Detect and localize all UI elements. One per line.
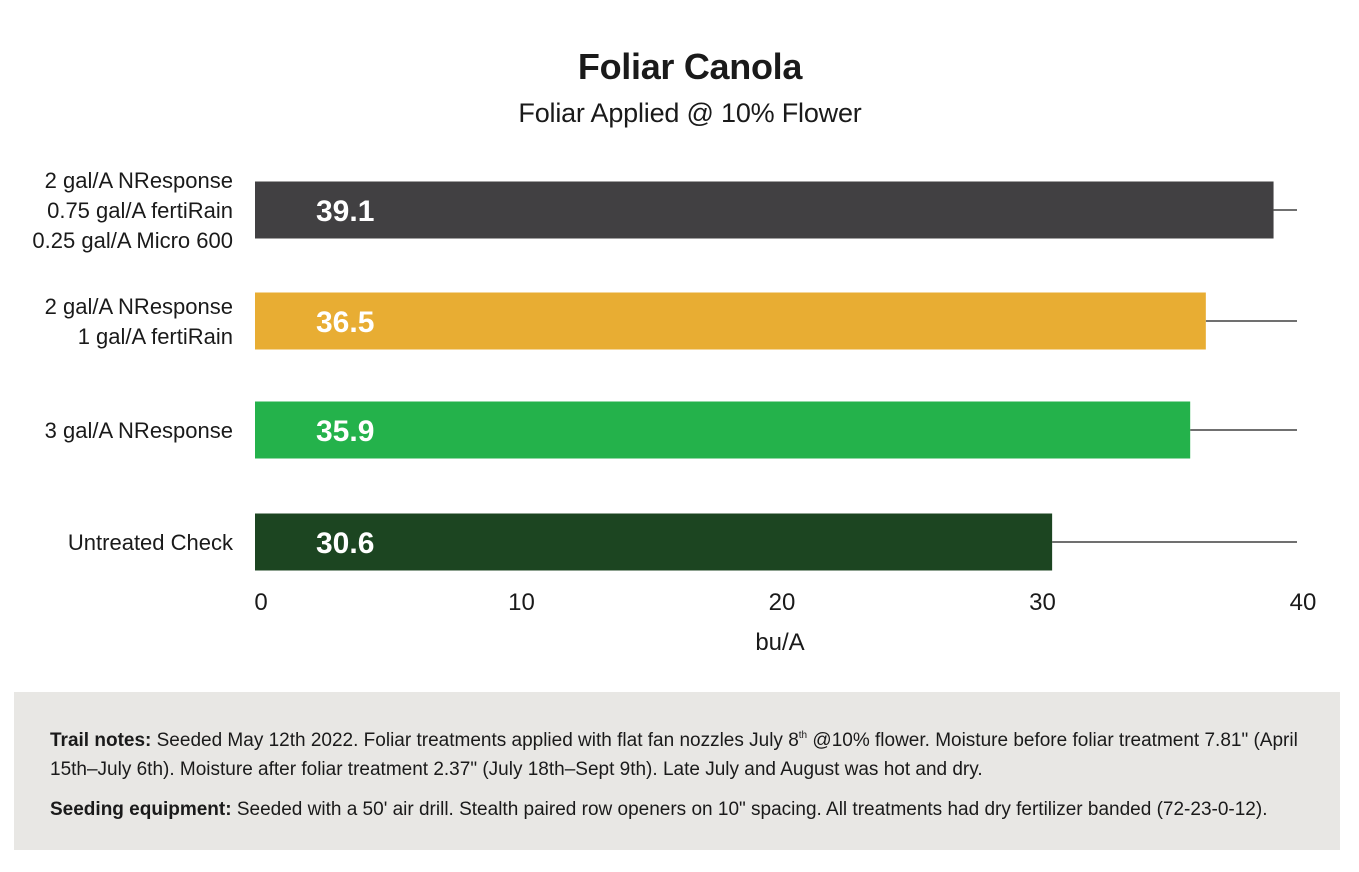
bar-value-label: 39.1 [316,195,374,228]
category-label: Untreated Check [68,530,234,555]
x-axis-title: bu/A [755,629,804,656]
trail-notes: Trail notes: Seeded May 12th 2022. Folia… [50,726,1304,784]
category-label-line: 2 gal/A NResponse [45,168,233,193]
chart-subtitle: Foliar Applied @ 10% Flower [518,98,862,128]
x-tick-label: 0 [254,589,267,616]
trail-notes-label: Trail notes: [50,730,152,751]
x-tick-label: 30 [1029,589,1056,616]
category-label-line: 1 gal/A fertiRain [78,324,233,349]
seeding-equipment: Seeding equipment: Seeded with a 50' air… [50,795,1304,824]
seeding-equipment-label: Seeding equipment: [50,799,232,820]
trail-notes-text-1: Seeded May 12th 2022. Foliar treatments … [151,730,799,751]
bar-chart: 39.1 2 gal/A NResponse 0.75 gal/A fertiRai… [32,168,1317,656]
x-tick-label: 20 [769,589,796,616]
bar [255,513,1053,571]
trail-notes-text-2: @10% flower. Moisture before foliar trea… [50,730,1298,780]
bar-value-label: 30.6 [316,527,374,560]
chart-title: Foliar Canola [577,46,803,87]
category-label-line: 0.75 gal/A fertiRain [47,198,233,223]
bar [255,401,1191,459]
x-tick-label: 10 [508,589,535,616]
notes-panel: Trail notes: Seeded May 12th 2022. Folia… [14,692,1340,850]
bar [255,181,1274,239]
category-label-line: 0.25 gal/A Micro 600 [32,228,233,253]
category-label: 3 gal/A NResponse [45,418,233,443]
bar [255,292,1206,350]
bar-value-label: 36.5 [316,306,374,339]
category-label: 2 gal/A NResponse 0.75 gal/A fertiRain 0.2… [32,168,233,253]
seeding-equipment-text: Seeded with a 50' air drill. Stealth pai… [231,799,1268,820]
category-label-line: 2 gal/A NResponse [45,294,233,319]
trail-notes-superscript: th [798,730,808,741]
x-tick-label: 40 [1290,589,1317,616]
category-label-line: Untreated Check [68,530,234,555]
category-label: 2 gal/A NResponse 1 gal/A fertiRain [45,294,233,349]
bar-value-label: 35.9 [316,415,374,448]
category-label-line: 3 gal/A NResponse [45,418,233,443]
